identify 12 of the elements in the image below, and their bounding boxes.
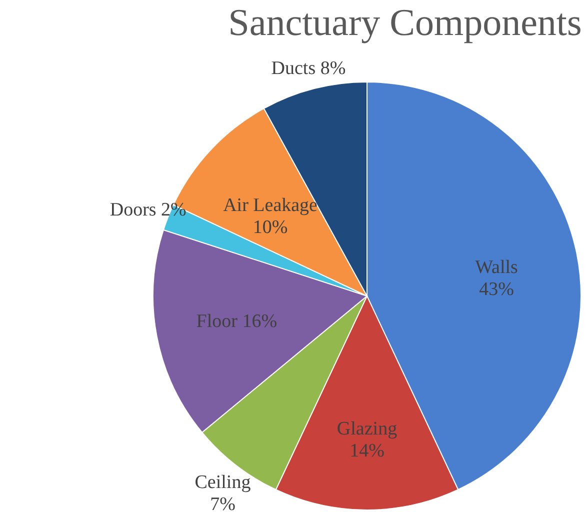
- slice-label: Floor 16%: [196, 310, 278, 332]
- slice-label: Air Leakage: [223, 195, 318, 216]
- data-label: 7%: [210, 494, 236, 512]
- slice-label: Doors 2%: [110, 199, 187, 220]
- slice-label: Ducts 8%: [271, 58, 346, 79]
- data-label: 14%: [350, 440, 385, 462]
- data-label: 10%: [252, 217, 288, 238]
- slice-label: Glazing: [336, 418, 398, 440]
- chart-title: Sanctuary Components: [228, 2, 582, 44]
- data-label: 43%: [479, 279, 514, 300]
- slice-label: Walls: [475, 257, 518, 278]
- slice-label: Ceiling: [194, 472, 252, 494]
